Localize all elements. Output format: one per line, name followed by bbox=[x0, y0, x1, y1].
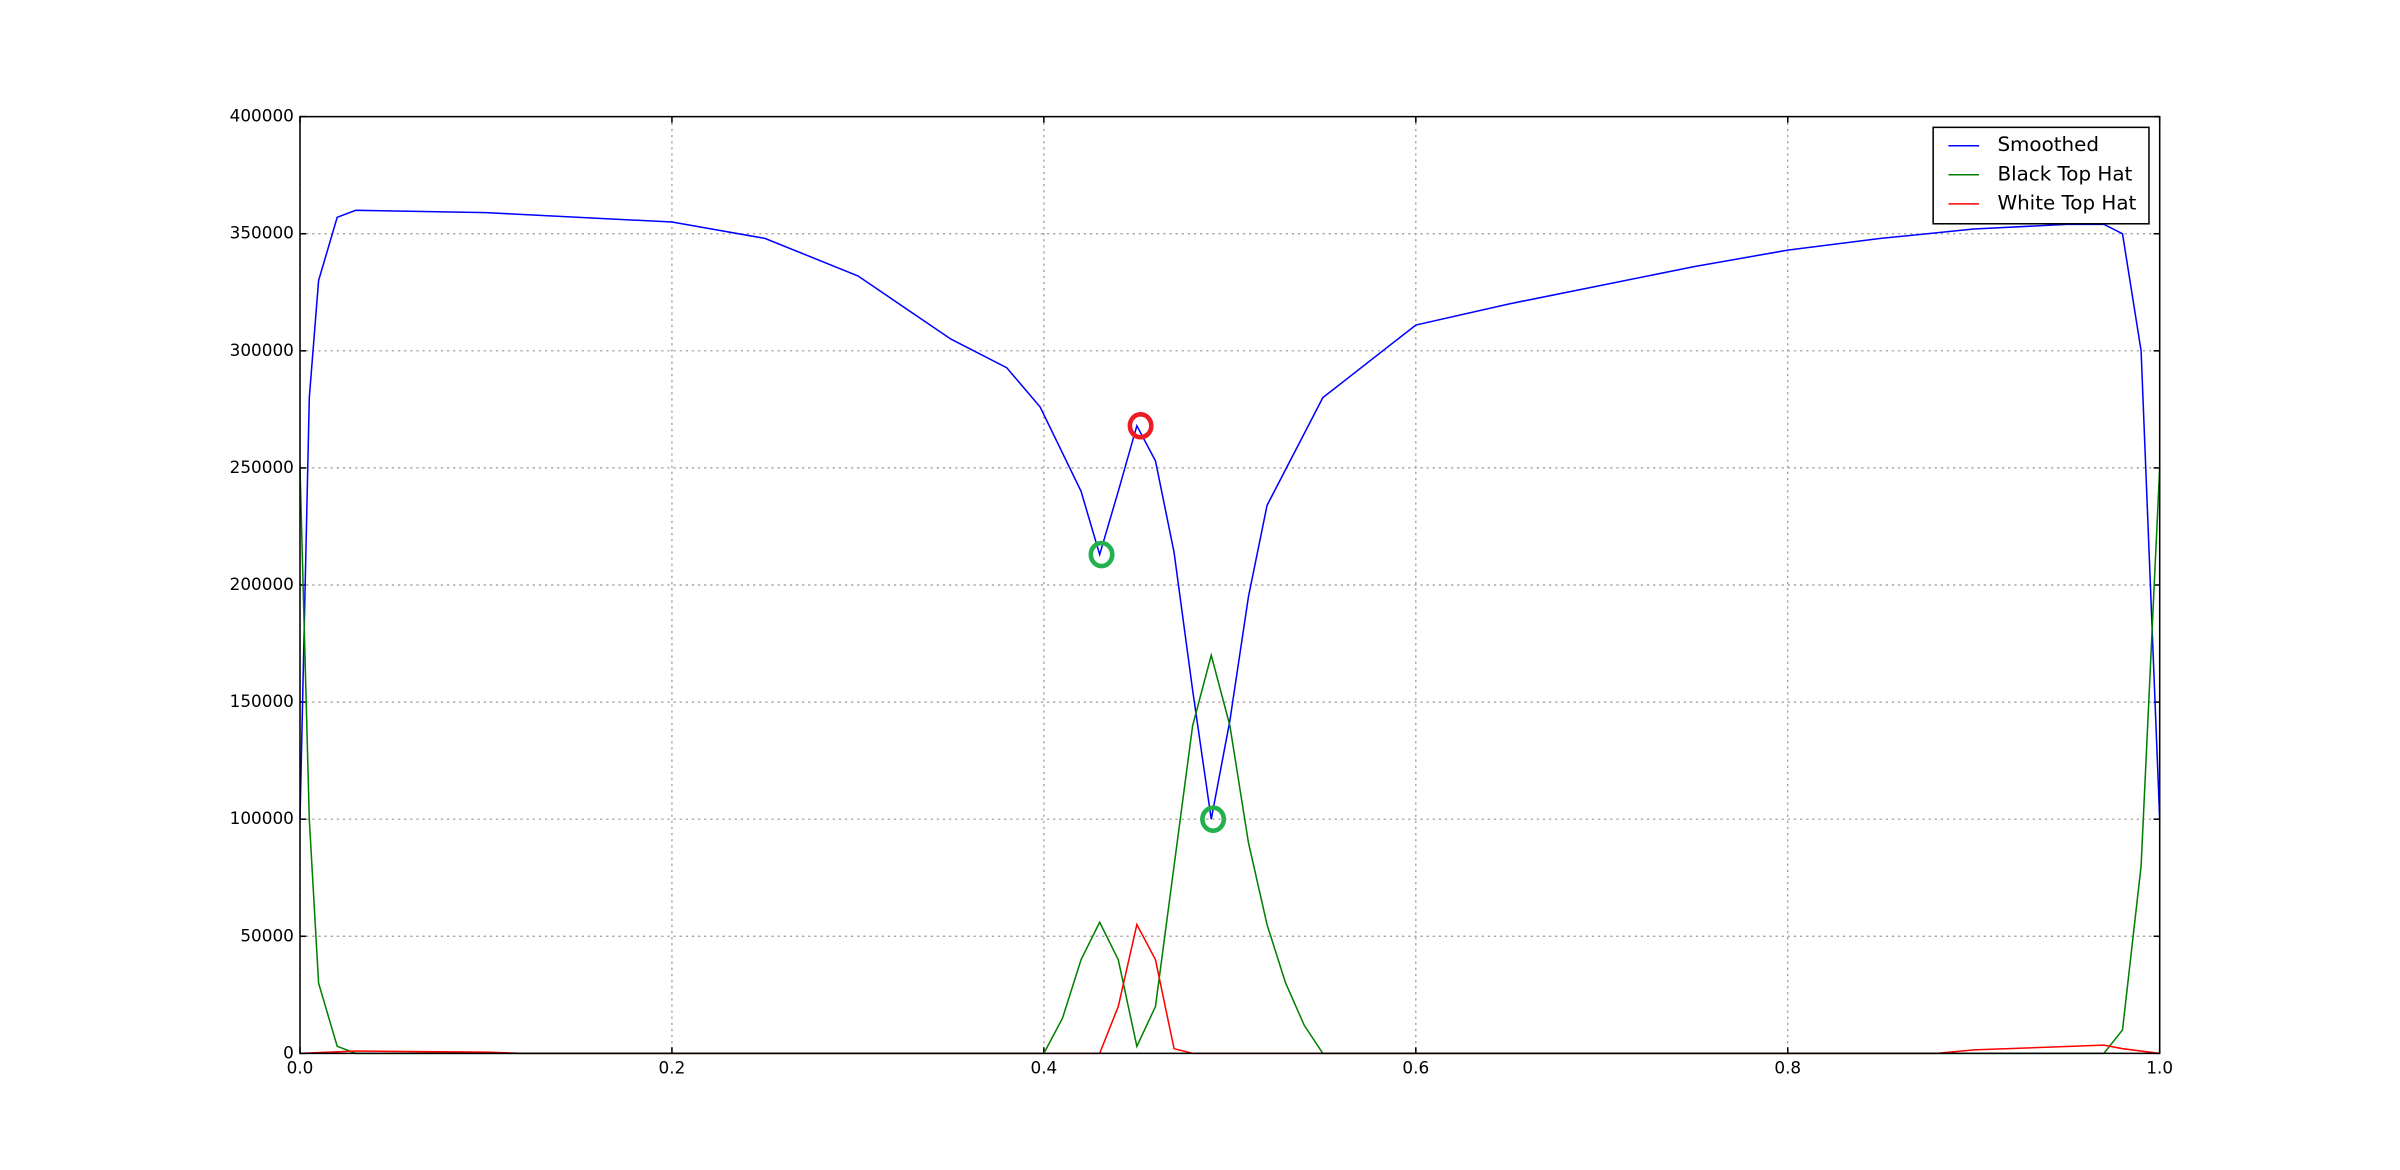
y-tick-label: 100000 bbox=[230, 808, 294, 828]
legend-label: Smoothed bbox=[1997, 133, 2099, 156]
plot-frame bbox=[299, 115, 2161, 1055]
marker-circle bbox=[1127, 411, 1154, 440]
x-tick-label: 1.0 bbox=[2146, 1058, 2173, 1078]
y-tick-label: 350000 bbox=[230, 223, 294, 243]
y-tick-label: 300000 bbox=[230, 340, 294, 360]
marker-circle bbox=[1088, 540, 1115, 569]
marker-circle bbox=[1200, 805, 1227, 833]
series-line bbox=[299, 922, 2160, 1055]
x-tick-label: 0.4 bbox=[1030, 1058, 1057, 1078]
y-tick-label: 50000 bbox=[240, 925, 294, 945]
y-tick-label: 200000 bbox=[230, 574, 294, 594]
y-tick-label: 0 bbox=[283, 1042, 294, 1062]
x-tick-label: 0.6 bbox=[1402, 1058, 1429, 1078]
x-tick-label: 0.2 bbox=[659, 1058, 686, 1078]
legend-label: White Top Hat bbox=[1997, 191, 2136, 214]
x-tick-label: 0.0 bbox=[287, 1058, 314, 1078]
series-line bbox=[299, 209, 2161, 820]
y-tick-label: 250000 bbox=[230, 457, 294, 477]
y-tick-label: 400000 bbox=[230, 106, 294, 126]
x-tick-label: 0.8 bbox=[1774, 1058, 1801, 1078]
legend-label: Black Top Hat bbox=[1997, 162, 2132, 185]
y-tick-label: 150000 bbox=[230, 691, 294, 711]
